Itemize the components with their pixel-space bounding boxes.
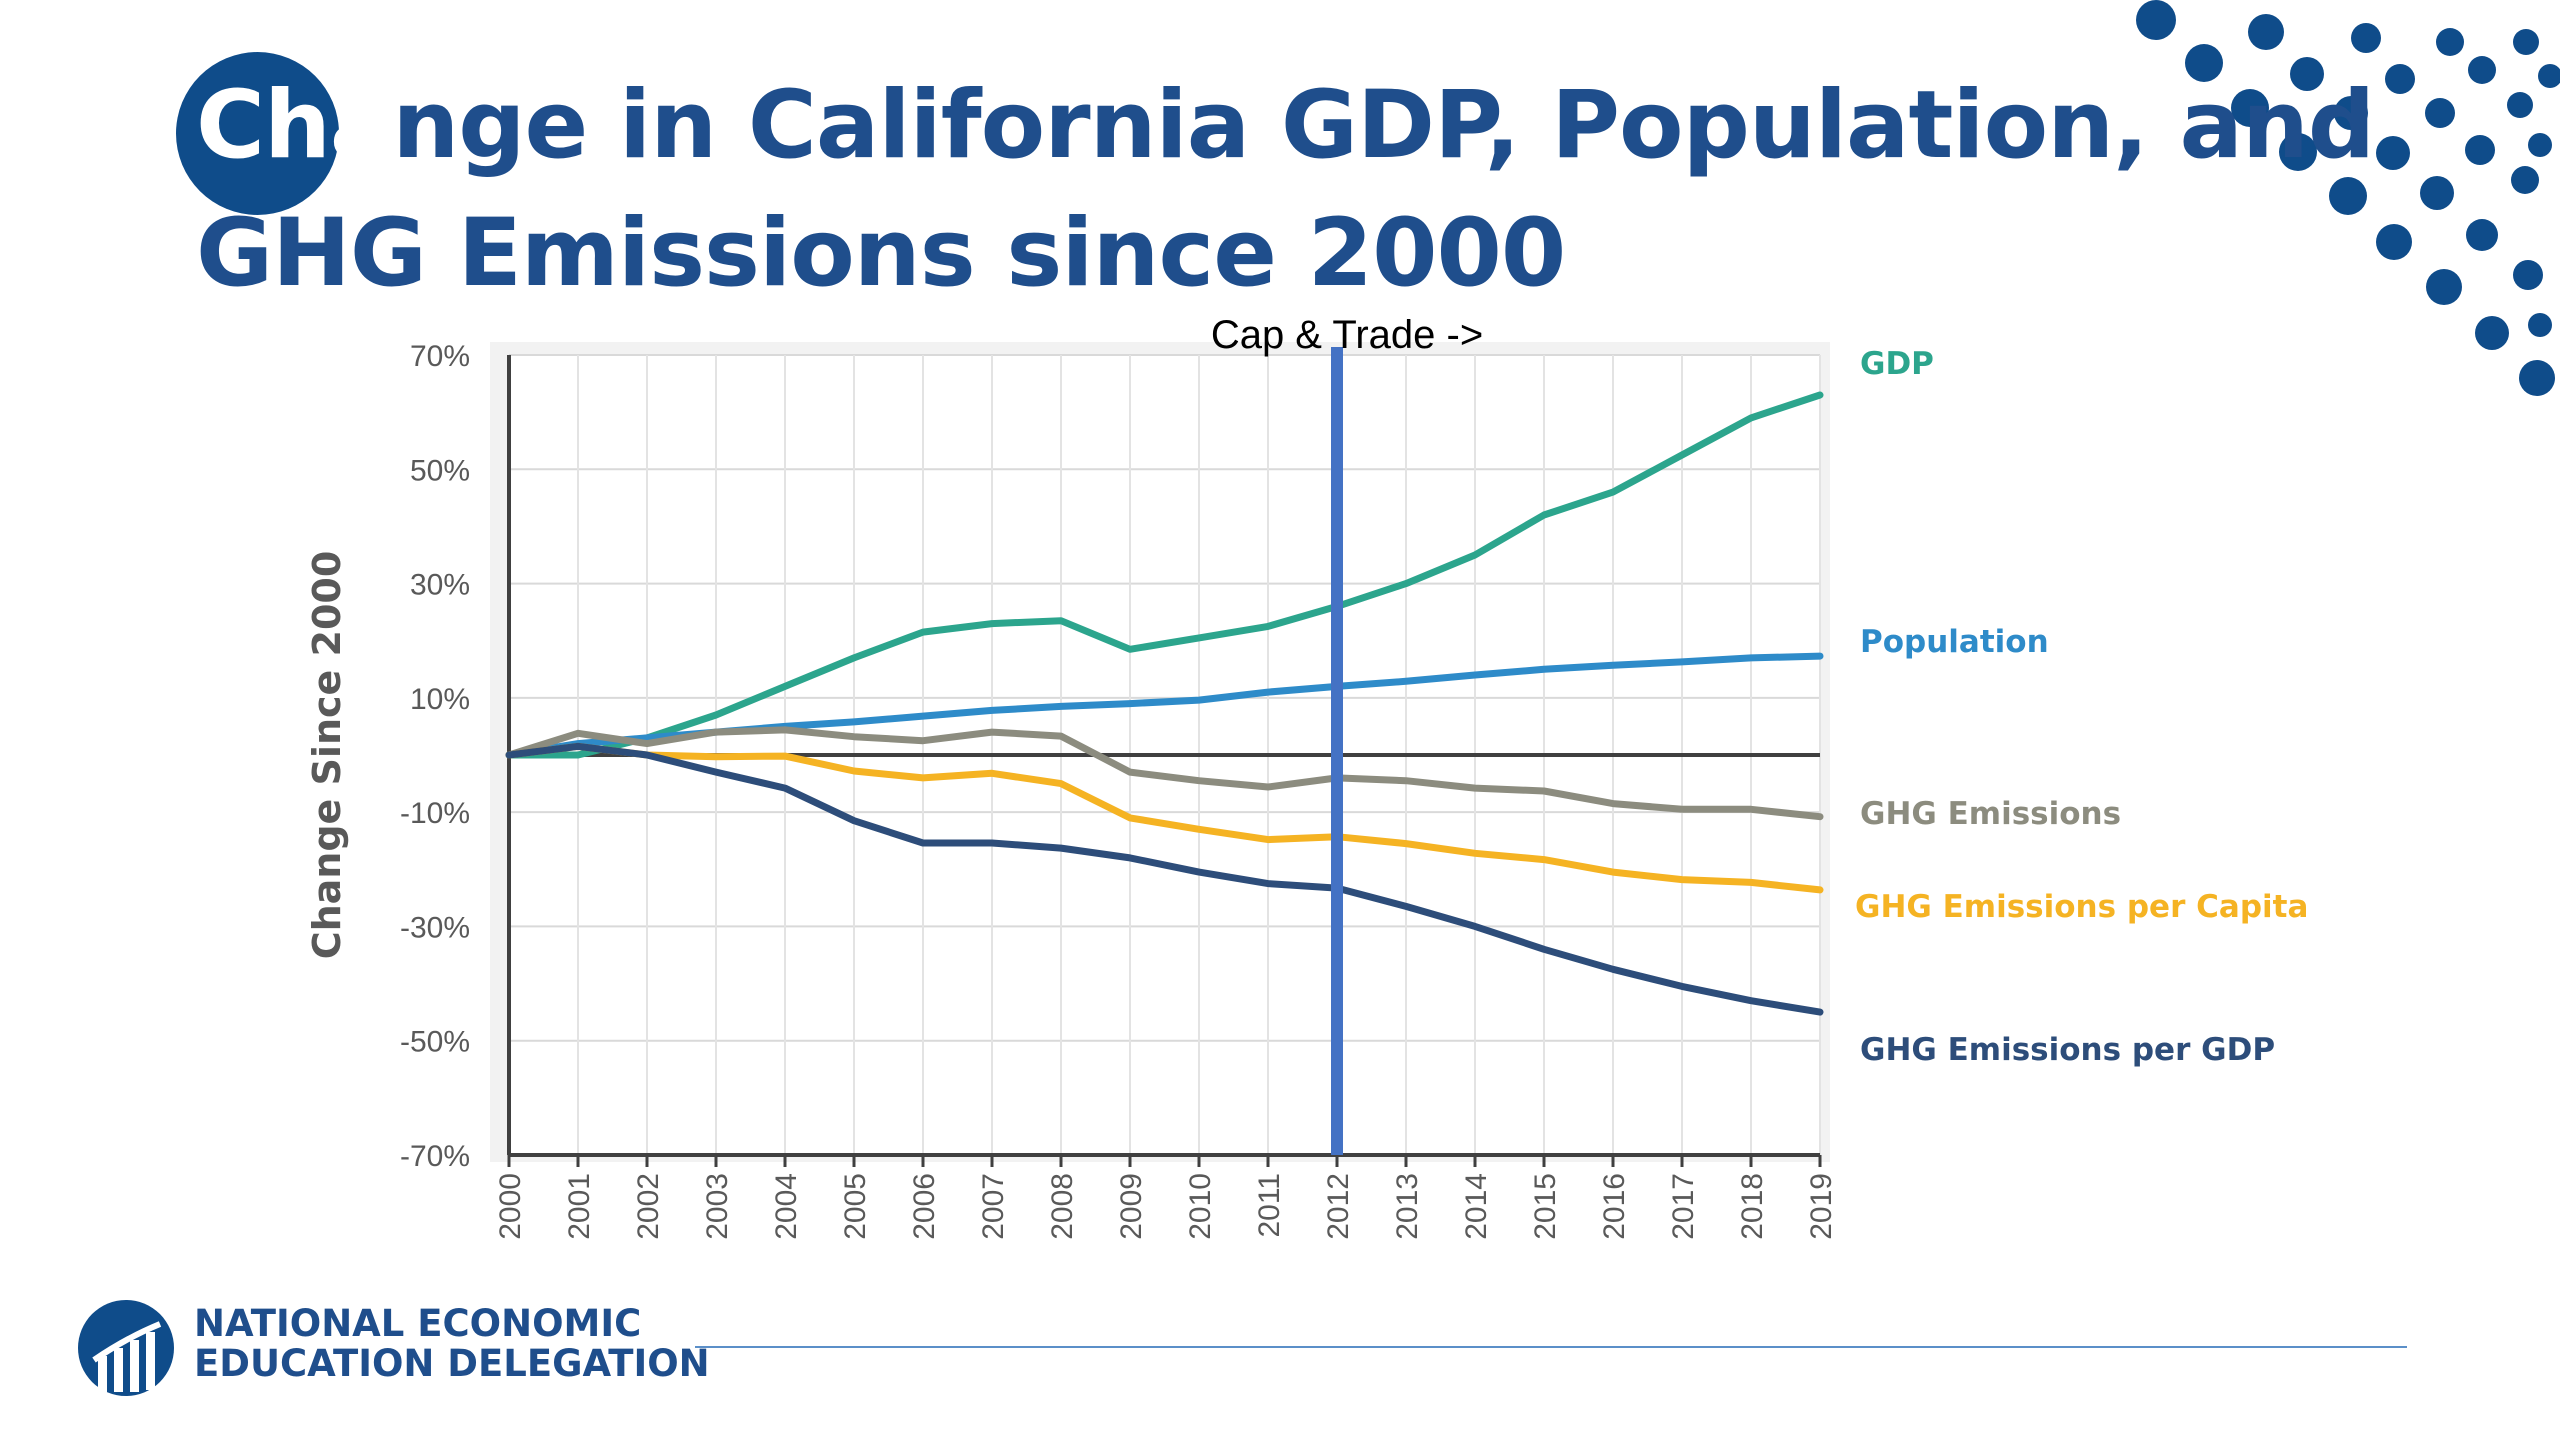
cap-and-trade-label: Cap & Trade -> — [1211, 313, 1483, 357]
decorative-dot — [2185, 44, 2223, 82]
title-line-1-prefix: Cha — [196, 71, 393, 180]
x-tick-label: 2003 — [701, 1173, 734, 1240]
x-tick-label: 2001 — [563, 1173, 596, 1240]
decorative-dots — [2136, 0, 2560, 396]
decorative-dot — [2426, 269, 2462, 305]
x-tick-label: 2009 — [1115, 1173, 1148, 1240]
y-tick-label: -50% — [400, 1026, 470, 1059]
decorative-dot — [2513, 260, 2543, 290]
decorative-dot — [2231, 89, 2269, 127]
decorative-dot — [2376, 136, 2410, 170]
decorative-dot — [2507, 92, 2533, 118]
decorative-dot — [2468, 56, 2496, 84]
decorative-dot — [2248, 14, 2284, 50]
y-tick-label: 70% — [410, 340, 470, 373]
series-label: GHG Emissions per Capita — [1855, 889, 2308, 925]
x-tick-label: 2015 — [1529, 1173, 1562, 1240]
footer-divider — [695, 1346, 2407, 1348]
title-line-1: Change in California GDP, Population, an… — [196, 62, 2375, 190]
x-tick-label: 2014 — [1460, 1173, 1493, 1240]
series-label: Population — [1860, 624, 2049, 660]
decorative-dot — [2519, 360, 2555, 396]
y-axis-title: Change Since 2000 — [305, 551, 349, 960]
x-tick-label: 2000 — [494, 1173, 527, 1240]
logo-icon — [78, 1300, 174, 1396]
x-tick-label: 2019 — [1805, 1173, 1838, 1240]
decorative-dot — [2334, 96, 2368, 130]
series-label: GDP — [1860, 346, 1934, 382]
logo-line-1: NATIONAL ECONOMIC — [194, 1302, 642, 1345]
y-tick-label: -30% — [400, 911, 470, 944]
page-title: Change in California GDP, Population, an… — [196, 62, 2375, 318]
x-tick-label: 2018 — [1736, 1173, 1769, 1240]
x-tick-label: 2005 — [839, 1173, 872, 1240]
x-tick-label: 2010 — [1184, 1173, 1217, 1240]
decorative-dot — [2329, 177, 2367, 215]
x-tick-label: 2002 — [632, 1173, 665, 1240]
decorative-dot — [2528, 133, 2552, 157]
y-tick-label: 30% — [410, 569, 470, 602]
y-tick-label: 50% — [410, 454, 470, 487]
decorative-dot — [2528, 313, 2552, 337]
series-line — [505, 742, 1824, 1016]
series-line — [505, 726, 1824, 821]
series-line — [505, 391, 1824, 759]
decorative-dot — [2466, 219, 2498, 251]
decorative-dot — [2475, 316, 2509, 350]
title-line-2: GHG Emissions since 2000 — [196, 199, 1566, 308]
decorative-dot — [2436, 28, 2464, 56]
decorative-dot — [2376, 224, 2412, 260]
series-label: GHG Emissions — [1860, 796, 2121, 832]
decorative-dot — [2420, 176, 2454, 210]
y-tick-label: 10% — [410, 683, 470, 716]
decorative-dot — [2385, 64, 2415, 94]
decorative-dot — [2279, 133, 2317, 171]
title-line-1-rest: nge in California GDP, Population, and — [392, 71, 2375, 180]
decorative-dot — [2290, 57, 2324, 91]
x-tick-label: 2011 — [1253, 1173, 1286, 1238]
x-tick-label: 2016 — [1598, 1173, 1631, 1240]
decorative-dot — [2538, 64, 2560, 88]
x-tick-label: 2012 — [1322, 1173, 1355, 1240]
title-circle — [176, 52, 339, 215]
x-tick-label: 2008 — [1046, 1173, 1079, 1240]
logo-text: NATIONAL ECONOMIC EDUCATION DELEGATION — [194, 1304, 710, 1384]
x-tick-label: 2017 — [1667, 1173, 1700, 1240]
decorative-dot — [2136, 0, 2176, 40]
series-label: GHG Emissions per GDP — [1860, 1032, 2275, 1068]
series-line — [505, 742, 1824, 894]
x-tick-label: 2004 — [770, 1173, 803, 1240]
decorative-dot — [2425, 98, 2455, 128]
decorative-dot — [2351, 23, 2381, 53]
logo-line-2: EDUCATION DELEGATION — [194, 1342, 710, 1385]
decorative-dot — [2465, 135, 2495, 165]
decorative-dot — [2511, 166, 2539, 194]
decorative-dot — [2513, 29, 2539, 55]
y-tick-label: -70% — [400, 1140, 470, 1173]
x-tick-label: 2013 — [1391, 1173, 1424, 1240]
y-tick-label: -10% — [400, 797, 470, 830]
x-tick-label: 2007 — [977, 1173, 1010, 1240]
x-tick-label: 2006 — [908, 1173, 941, 1240]
